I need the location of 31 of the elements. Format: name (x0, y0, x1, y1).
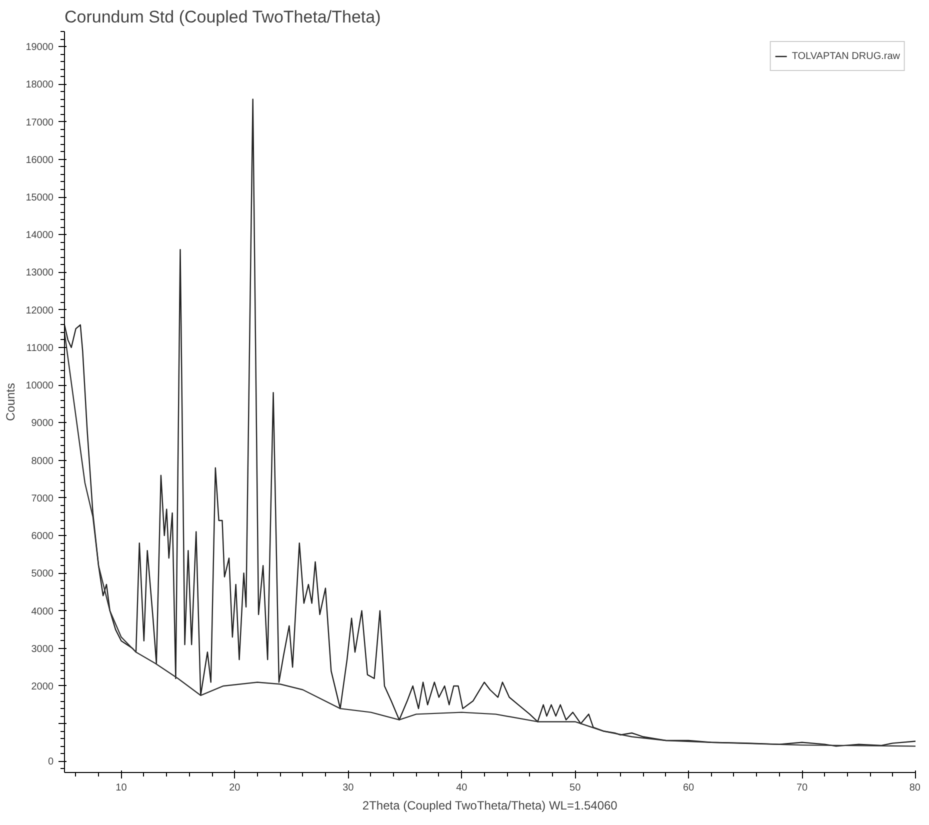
y-tick-label: 14000 (26, 230, 54, 242)
x-tick-label: 60 (683, 782, 695, 794)
chart-title: Corundum Std (Coupled TwoTheta/Theta) (64, 8, 381, 26)
x-tick-label: 50 (570, 782, 582, 794)
y-tick-label: 4000 (31, 606, 54, 618)
legend-label: TOLVAPTAN DRUG.raw (792, 50, 900, 62)
y-tick-label: 5000 (31, 568, 54, 580)
x-tick-label: 10 (116, 782, 128, 794)
y-tick-label: 10000 (26, 380, 54, 392)
x-tick-label: 20 (229, 782, 241, 794)
y-tick-label: 16000 (26, 154, 54, 166)
y-tick-label: 15000 (26, 192, 54, 204)
y-tick-label: 18000 (26, 80, 54, 91)
x-tick-label: 40 (456, 782, 468, 794)
y-tick-label: 7000 (31, 493, 54, 504)
y-tick-label: 13000 (26, 268, 54, 279)
x-tick-label: 30 (342, 782, 354, 794)
y-tick-label: 2000 (31, 681, 54, 692)
y-tick-label: 12000 (26, 305, 54, 316)
y-axis-title: Counts (4, 382, 18, 422)
y-tick-label: 3000 (31, 644, 54, 655)
y-tick-label: 17000 (26, 117, 54, 128)
y-tick-label: 9000 (31, 418, 54, 430)
y-tick-label: 19000 (26, 42, 54, 54)
y-tick-label: 8000 (31, 456, 54, 467)
x-tick-label: 80 (909, 782, 921, 794)
y-tick-label: 11000 (26, 342, 54, 354)
x-tick-label: 70 (796, 782, 808, 794)
y-tick-label: 0 (48, 756, 54, 768)
x-axis-title: 2Theta (Coupled TwoTheta/Theta) WL=1.54060 (362, 798, 618, 812)
y-tick-label: 6000 (31, 531, 54, 542)
